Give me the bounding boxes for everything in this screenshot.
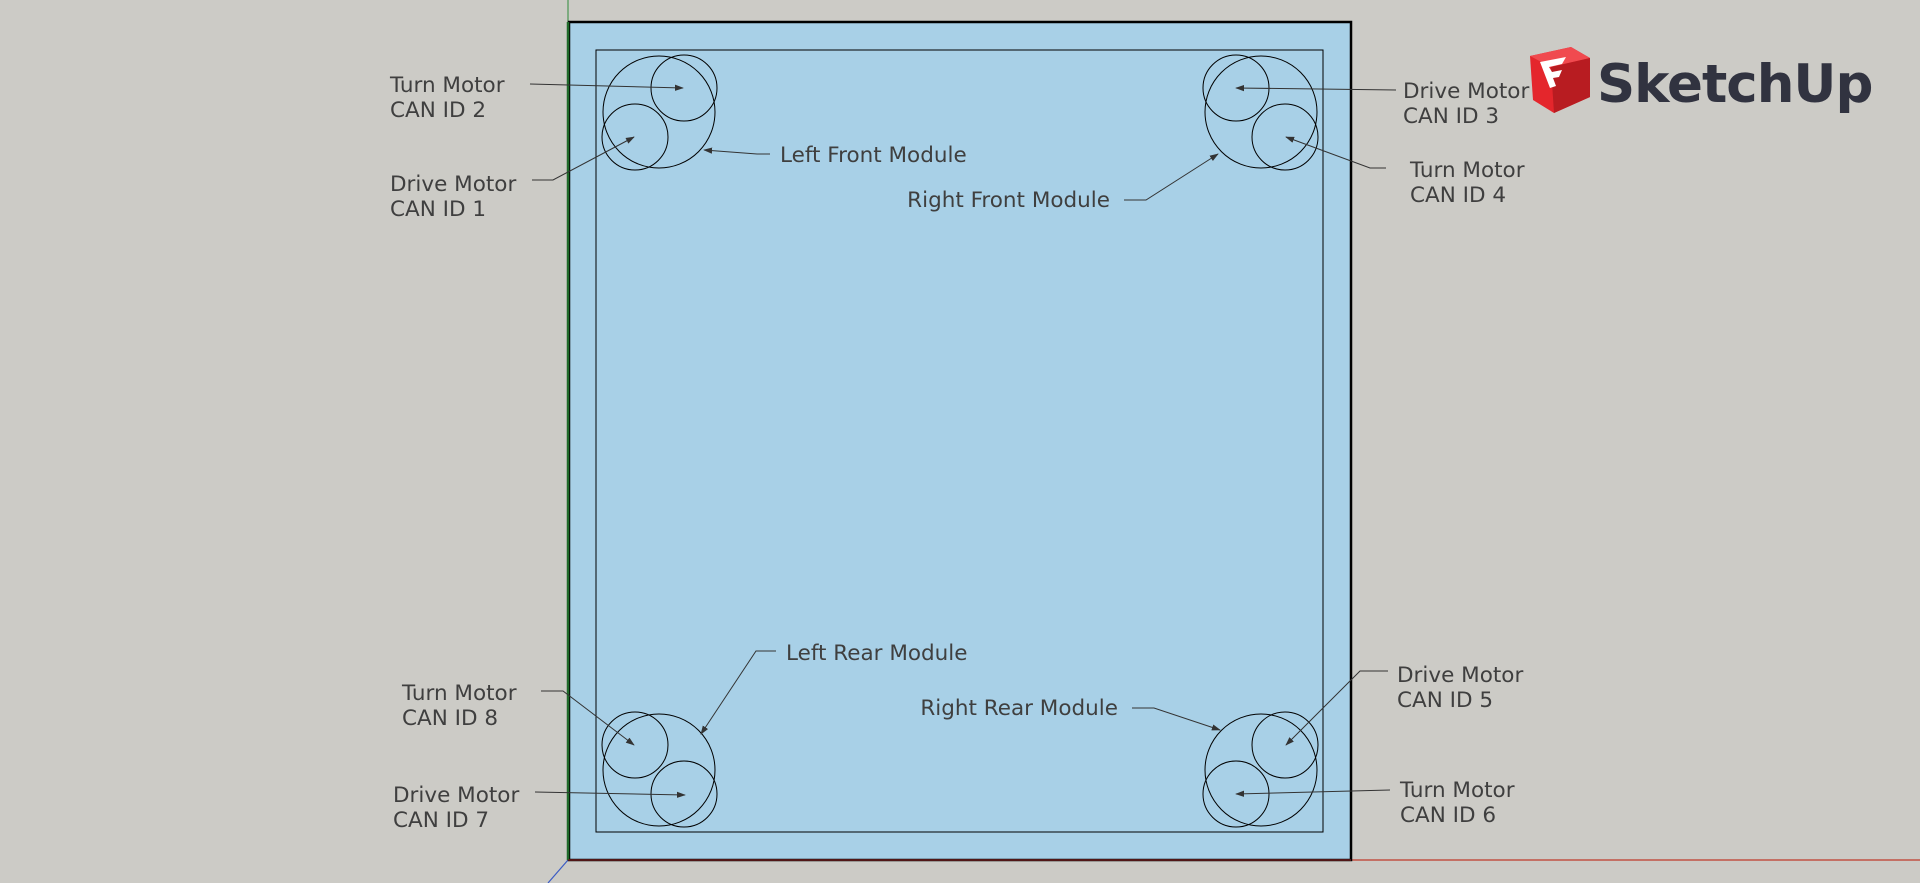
sketchup-logo-text: SketchUp xyxy=(1597,54,1872,115)
leader-rr-turn xyxy=(1235,789,1391,797)
leader-rr-module xyxy=(1132,707,1221,731)
label-rr-drive: Drive Motor CAN ID 5 xyxy=(1397,663,1530,713)
leader-lf-module xyxy=(703,147,770,155)
label-rf-turn: Turn Motor CAN ID 4 xyxy=(1409,158,1531,208)
leader-rf-turn xyxy=(1285,136,1386,169)
label-lr-module: Left Rear Module xyxy=(786,641,968,666)
label-lr-turn: Turn Motor CAN ID 8 xyxy=(401,681,523,731)
leader-lf-drive xyxy=(532,136,635,181)
sketchup-logo: SketchUp xyxy=(1530,47,1873,115)
lf-module-circle xyxy=(602,55,716,169)
leader-rr-drive xyxy=(1285,670,1388,746)
leader-rf-drive xyxy=(1235,84,1397,92)
right-rear-module[interactable] xyxy=(1202,711,1319,828)
label-rf-drive: Drive Motor CAN ID 3 xyxy=(1403,79,1536,129)
chassis-inner-frame[interactable] xyxy=(595,49,1324,833)
leader-lr-drive xyxy=(534,791,686,798)
leader-lf-turn xyxy=(529,83,684,91)
lr-module-circle xyxy=(602,713,716,827)
rr-module-circle xyxy=(1204,713,1318,827)
label-lf-turn: Turn Motor CAN ID 2 xyxy=(389,73,511,123)
leader-rf-module xyxy=(1124,153,1219,201)
label-lf-module: Left Front Module xyxy=(780,143,967,168)
leader-lr-module xyxy=(700,650,776,735)
label-lf-drive: Drive Motor CAN ID 1 xyxy=(390,172,523,222)
leader-lr-turn xyxy=(541,690,635,746)
label-rf-module: Right Front Module xyxy=(907,188,1110,213)
rf-turn-motor-circle[interactable] xyxy=(1251,103,1319,171)
rr-turn-motor-circle[interactable] xyxy=(1202,760,1270,828)
lf-drive-motor-circle[interactable] xyxy=(601,103,669,171)
blue-axis xyxy=(547,859,569,883)
left-front-module[interactable] xyxy=(601,54,718,171)
lf-turn-motor-circle[interactable] xyxy=(650,54,718,122)
rr-drive-motor-circle[interactable] xyxy=(1251,711,1319,779)
sketchup-cube-icon xyxy=(1530,47,1590,113)
label-lr-drive: Drive Motor CAN ID 7 xyxy=(393,783,526,833)
rf-module-circle xyxy=(1204,55,1318,169)
label-rr-turn: Turn Motor CAN ID 6 xyxy=(1399,778,1521,828)
lr-turn-motor-circle[interactable] xyxy=(601,711,669,779)
label-rr-module: Right Rear Module xyxy=(920,696,1118,721)
